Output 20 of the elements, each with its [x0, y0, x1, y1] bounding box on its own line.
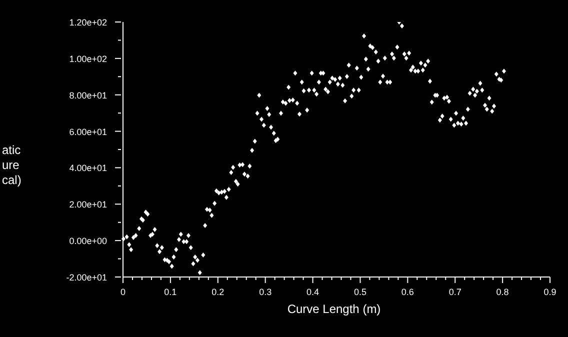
x-axis-title: Curve Length (m): [286, 302, 382, 316]
x-tick-label: 0.6: [401, 287, 414, 297]
y-axis-title: atic ure cal): [2, 143, 22, 188]
y-tick-label: 4.00e+01: [69, 163, 107, 174]
y-tick-label: 8.00e+01: [69, 90, 107, 100]
y-tick-label: 0.00e+00: [69, 236, 107, 246]
y-tick-label: 1.00e+02: [69, 54, 107, 64]
x-tick-label: 0.7: [448, 287, 462, 297]
y-tick-label: 1.20e+02: [69, 18, 107, 28]
y-tick-label: 6.00e+01: [69, 126, 107, 137]
x-tick-label: 0.8: [496, 287, 509, 297]
x-tick-label: 0.4: [306, 287, 320, 297]
y-tick-label: 2.00e+01: [69, 200, 107, 210]
x-tick-label: 0.2: [212, 287, 224, 297]
x-tick-label: 0: [120, 287, 126, 297]
x-tick-label: 0.3: [259, 287, 272, 297]
x-tick-label: 0.9: [544, 287, 556, 297]
x-tick-label: 0.5: [354, 287, 366, 297]
y-tick-label: -2.00e+01: [66, 272, 107, 282]
x-tick-label: 0.1: [164, 287, 177, 297]
